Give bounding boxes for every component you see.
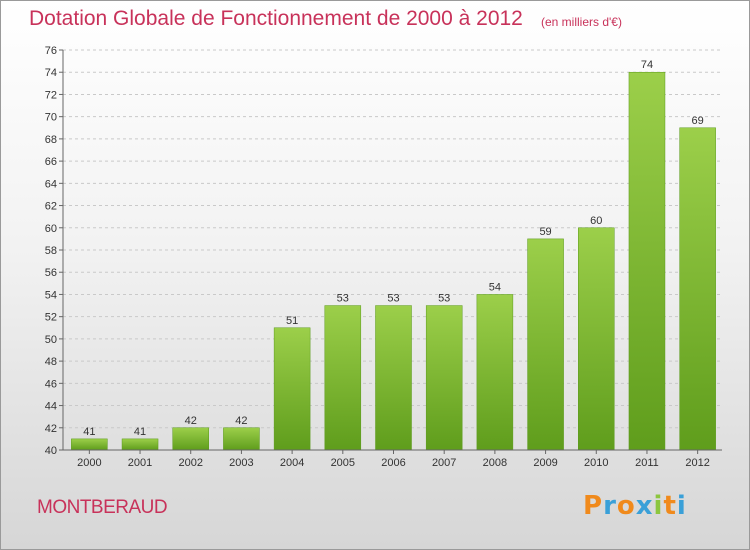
bar-value-label: 60 <box>590 215 602 227</box>
x-tick-label: 2011 <box>635 457 659 469</box>
y-tick-label: 66 <box>45 156 57 168</box>
bar-value-label: 53 <box>438 293 450 305</box>
y-tick-label: 62 <box>45 201 57 213</box>
bar-value-label: 51 <box>286 315 298 327</box>
x-tick-label: 2001 <box>128 457 152 469</box>
x-tick-label: 2009 <box>533 457 557 469</box>
bar <box>71 438 108 451</box>
y-tick-label: 70 <box>45 112 57 124</box>
x-tick-label: 2002 <box>178 457 202 469</box>
y-tick-label: 48 <box>45 356 57 368</box>
bar <box>527 238 564 451</box>
x-tick-label: 2010 <box>584 457 608 469</box>
x-tick-label: 2008 <box>483 457 507 469</box>
y-tick-label: 68 <box>45 134 57 146</box>
bar <box>172 427 209 451</box>
y-tick-label: 52 <box>45 312 57 324</box>
logo-letter: t <box>663 491 677 521</box>
bar <box>679 127 716 451</box>
x-tick-label: 2004 <box>280 457 304 469</box>
x-tick-label: 2000 <box>77 457 101 469</box>
bar <box>121 438 159 451</box>
bar-value-label: 42 <box>235 415 247 427</box>
bar <box>273 327 311 451</box>
logo-letter: i <box>676 491 687 521</box>
bar <box>476 294 514 451</box>
y-tick-label: 76 <box>45 45 57 57</box>
x-tick-label: 2006 <box>381 457 405 469</box>
bar-value-label: 53 <box>387 293 399 305</box>
logo-letter: P <box>583 491 604 521</box>
y-tick-label: 54 <box>45 289 57 301</box>
y-tick-label: 40 <box>45 445 57 457</box>
y-tick-label: 72 <box>45 89 57 101</box>
y-tick-label: 42 <box>45 423 57 435</box>
bar <box>324 305 362 451</box>
y-tick-label: 44 <box>45 401 57 413</box>
x-tick-label: 2007 <box>432 457 456 469</box>
y-tick-label: 46 <box>45 378 57 390</box>
proxiti-logo: Proxiti <box>583 491 687 521</box>
logo-letter: o <box>616 491 636 521</box>
logo-letter: i <box>653 491 664 521</box>
x-tick-label: 2003 <box>229 457 253 469</box>
bar-value-label: 53 <box>337 293 349 305</box>
bar-value-label: 41 <box>83 426 95 438</box>
bar-value-label: 74 <box>641 59 653 71</box>
bar-value-label: 41 <box>134 426 146 438</box>
y-tick-label: 64 <box>45 178 57 190</box>
chart-subtitle: (en milliers d'€) <box>541 15 622 29</box>
y-tick-label: 60 <box>45 223 57 235</box>
x-tick-label: 2012 <box>685 457 709 469</box>
bar-value-label: 42 <box>185 415 197 427</box>
bar <box>223 427 260 451</box>
bar <box>578 227 615 451</box>
y-tick-label: 56 <box>45 267 57 279</box>
bar <box>425 305 463 451</box>
commune-name: MONTBERAUD <box>37 497 168 518</box>
x-tick-label: 2005 <box>331 457 355 469</box>
bar-value-label: 69 <box>692 115 704 127</box>
y-tick-label: 58 <box>45 245 57 257</box>
logo-letter: x <box>635 491 654 521</box>
chart-title: Dotation Globale de Fonctionnement de 20… <box>29 7 523 30</box>
y-tick-label: 50 <box>45 334 57 346</box>
bar-value-label: 59 <box>539 226 551 238</box>
bar-value-label: 54 <box>489 281 501 293</box>
bar <box>628 71 666 451</box>
bar <box>375 305 412 451</box>
y-tick-label: 74 <box>45 67 57 79</box>
logo-letter: r <box>603 491 617 521</box>
